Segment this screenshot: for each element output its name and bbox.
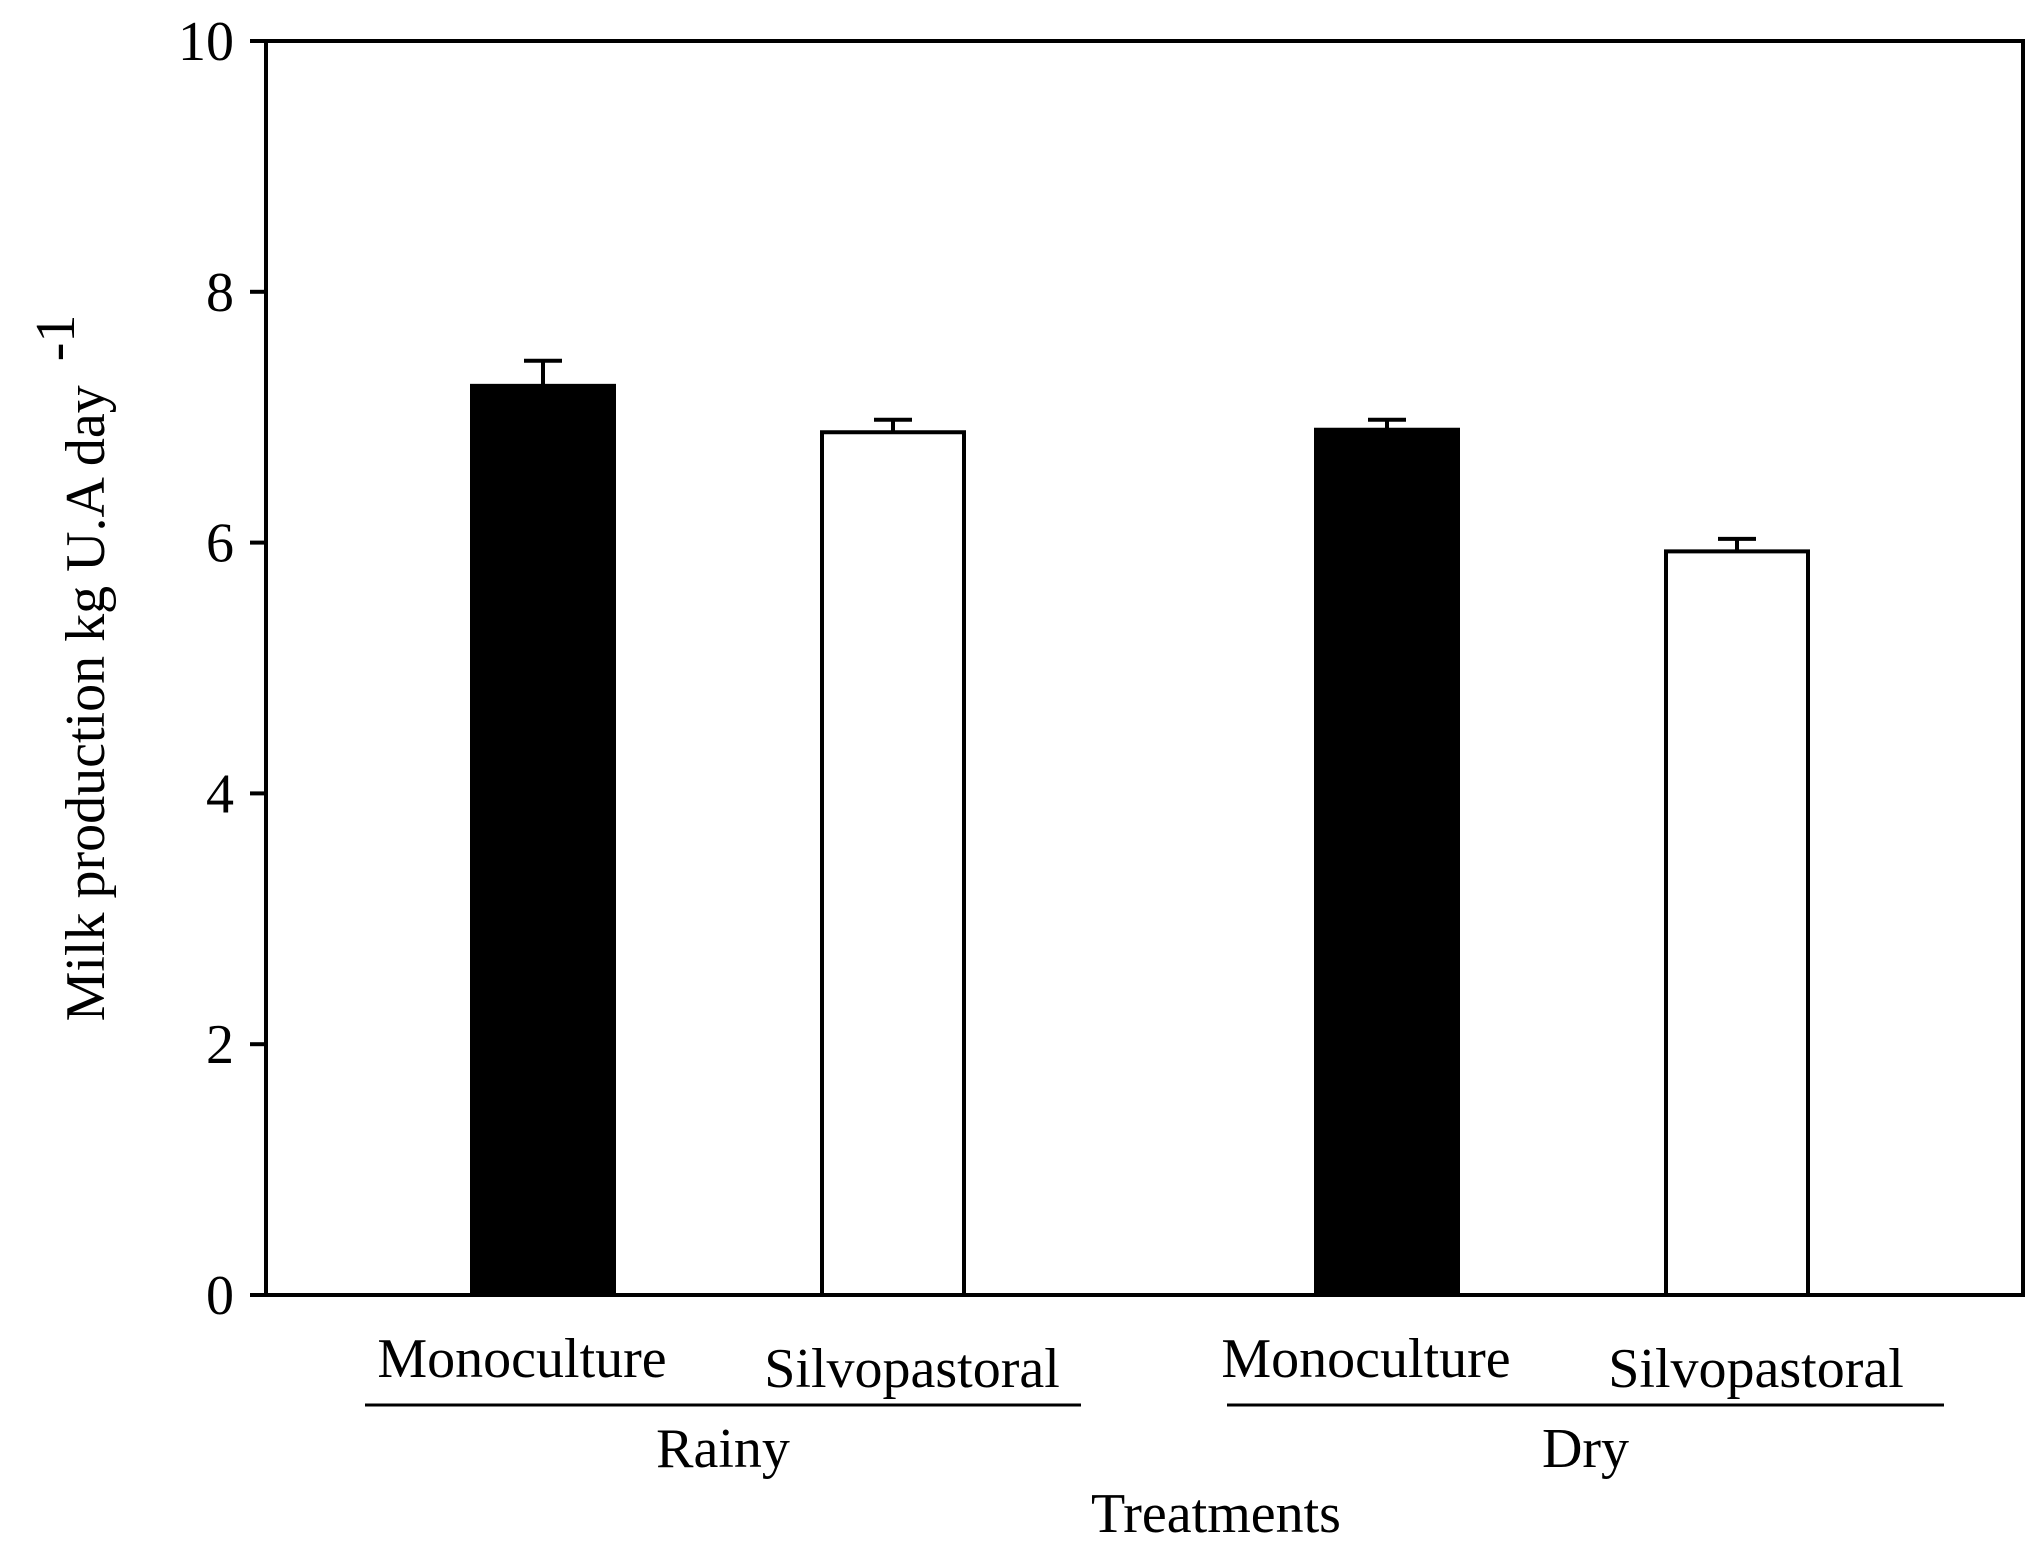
- y-tick-label: 2: [206, 1014, 234, 1076]
- y-tick-label: 0: [206, 1265, 234, 1327]
- bars: [266, 358, 2023, 1298]
- bar-rainy-monoculture: [470, 383, 616, 1298]
- y-tick-label: 4: [206, 763, 234, 825]
- bar-dry-silvopastoral: [1664, 549, 1810, 1297]
- y-tick-label: 10: [178, 11, 234, 73]
- y-tick-label: 8: [206, 262, 234, 324]
- category-label: Monoculture: [377, 1328, 666, 1390]
- category-label: Silvopastoral: [764, 1338, 1060, 1400]
- bar-rainy-silvopastoral: [820, 430, 966, 1297]
- group-label: Rainy: [656, 1418, 790, 1480]
- bar-dry-monoculture: [1314, 427, 1460, 1297]
- x-axis-labels: Monoculture Silvopastoral Rainy Monoculture…: [365, 1328, 1944, 1480]
- y-tick-label: 6: [206, 513, 234, 575]
- category-label: Silvopastoral: [1608, 1338, 1904, 1400]
- y-axis-title-main: Milk production kg U.A day: [55, 385, 117, 1021]
- y-axis-title: Milk production kg U.A day -1: [25, 315, 117, 1022]
- y-axis-title-superscript: -1: [25, 315, 87, 362]
- group-label: Dry: [1542, 1418, 1629, 1480]
- x-axis-title: Treatments: [1091, 1483, 1341, 1545]
- category-label: Monoculture: [1221, 1328, 1510, 1390]
- svg-text:Milk production kg U.A day: Milk production kg U.A day -1: [25, 315, 117, 1022]
- y-axis-ticks: 0 2 4 6 8 10: [178, 11, 266, 1327]
